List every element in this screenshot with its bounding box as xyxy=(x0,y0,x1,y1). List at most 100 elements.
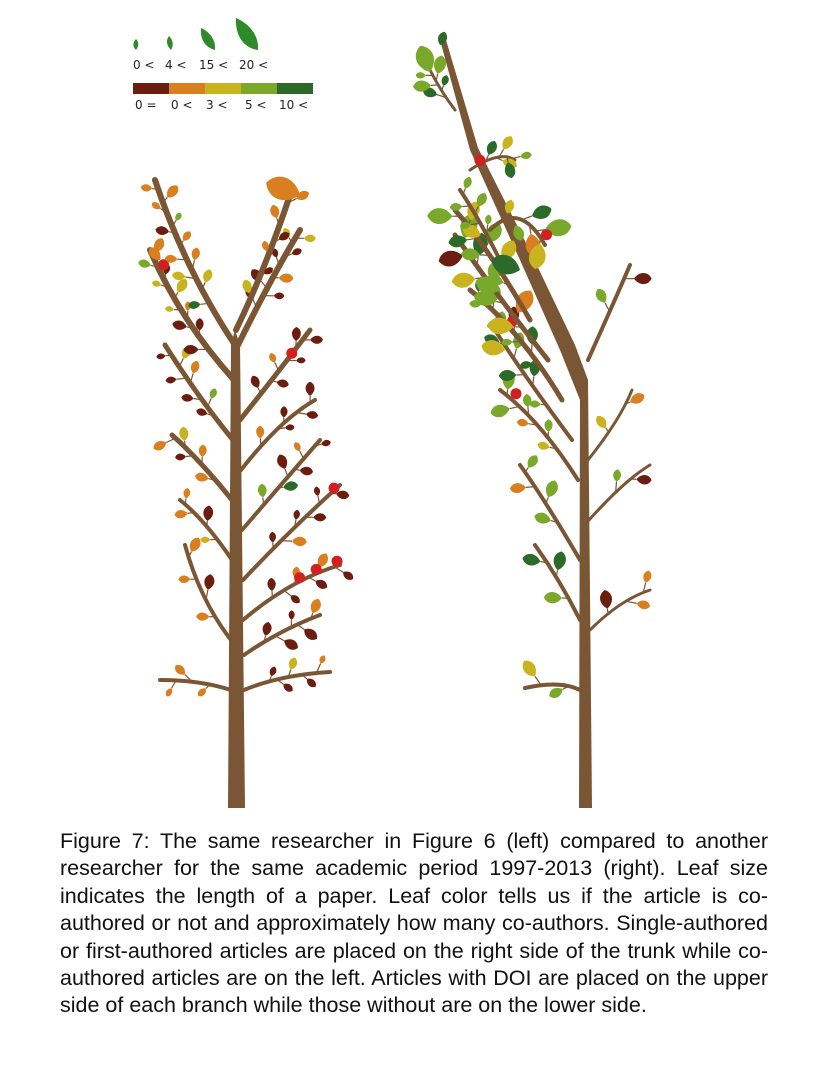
branch xyxy=(241,483,342,582)
leaf xyxy=(182,231,192,241)
twig xyxy=(277,427,286,430)
branch xyxy=(586,263,632,362)
leaf-size-legend: 0 < 4 < 15 < 20 < xyxy=(133,18,268,72)
twig xyxy=(625,600,637,604)
twig xyxy=(496,300,505,305)
twig xyxy=(528,224,532,234)
leaf xyxy=(152,280,162,287)
size-label-0: 0 < xyxy=(133,58,155,72)
leaf xyxy=(313,486,321,496)
twig xyxy=(262,497,265,506)
leaf xyxy=(412,80,431,92)
leaf xyxy=(292,536,307,547)
leaf xyxy=(319,655,326,664)
twig xyxy=(276,218,280,227)
leaf xyxy=(534,512,551,524)
leaf xyxy=(306,411,319,419)
branch xyxy=(488,216,547,247)
leaf xyxy=(195,472,209,482)
leaf xyxy=(190,360,200,374)
color-label-0: 0 = xyxy=(135,98,157,112)
twig xyxy=(604,302,611,312)
twig xyxy=(270,380,277,383)
twig xyxy=(186,326,194,329)
leaf xyxy=(543,591,562,604)
twig xyxy=(479,254,490,256)
leaf xyxy=(175,212,182,221)
twig xyxy=(521,215,533,221)
twig xyxy=(562,685,570,690)
twig xyxy=(549,446,557,450)
leaf xyxy=(549,687,563,698)
twig xyxy=(470,222,481,226)
leaf xyxy=(197,688,206,697)
leaf xyxy=(415,72,426,79)
twig xyxy=(150,264,158,268)
leaf xyxy=(165,376,177,384)
twig xyxy=(642,582,647,593)
twig xyxy=(185,276,197,280)
twig xyxy=(248,293,252,299)
twig xyxy=(532,376,535,387)
leaf xyxy=(296,357,306,364)
leaf xyxy=(498,369,517,381)
size-label-3: 20 < xyxy=(239,58,268,72)
leaf xyxy=(277,454,288,469)
twig xyxy=(185,455,194,458)
leaf xyxy=(476,192,487,207)
leaf xyxy=(595,288,607,303)
twig xyxy=(512,217,517,226)
twig xyxy=(171,680,177,689)
branch xyxy=(498,388,580,482)
leaf xyxy=(415,45,434,72)
twig xyxy=(179,240,184,246)
twig xyxy=(257,387,262,395)
leaf xyxy=(520,151,532,159)
leaf xyxy=(504,162,516,179)
twig xyxy=(509,405,520,410)
leaf xyxy=(313,513,327,522)
red-dot xyxy=(510,388,522,400)
leaf xyxy=(299,466,313,476)
twig xyxy=(274,362,280,372)
twig xyxy=(506,389,509,396)
leaf xyxy=(613,469,621,482)
color-swatch-4 xyxy=(277,83,313,94)
twig xyxy=(152,188,159,190)
twig xyxy=(314,443,322,447)
red-dot xyxy=(158,259,169,271)
leaf xyxy=(522,553,541,566)
branch xyxy=(147,247,237,383)
leaf xyxy=(270,204,280,219)
leaf xyxy=(596,415,607,428)
leaf xyxy=(140,184,153,192)
left-tree xyxy=(138,176,354,808)
twig xyxy=(201,282,206,291)
twig xyxy=(173,292,179,299)
twig xyxy=(441,85,444,91)
twig xyxy=(512,340,522,343)
twig xyxy=(184,498,187,505)
branch xyxy=(533,543,582,622)
branch xyxy=(428,68,457,112)
leaf xyxy=(276,379,289,388)
leaf xyxy=(283,683,293,692)
branch xyxy=(493,328,574,442)
twig xyxy=(252,299,258,309)
leaf xyxy=(154,238,165,252)
twig xyxy=(511,156,521,159)
leaf xyxy=(242,279,252,294)
leaf xyxy=(490,404,510,418)
leaf xyxy=(165,688,173,697)
twig xyxy=(531,361,538,365)
branch xyxy=(587,463,652,522)
twig xyxy=(263,635,267,643)
leaf xyxy=(257,483,267,498)
twig xyxy=(495,157,503,162)
leaf xyxy=(475,276,500,294)
twig xyxy=(467,237,478,241)
leaf xyxy=(537,441,550,450)
leaf xyxy=(291,248,302,256)
leaf xyxy=(290,595,300,604)
trunk xyxy=(228,330,245,808)
